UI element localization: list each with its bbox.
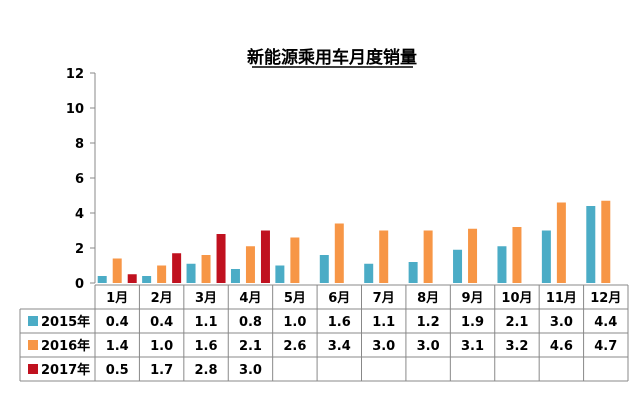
data-label: 1.9	[461, 315, 484, 330]
bar-2017年-2月	[172, 253, 182, 283]
data-table: 1月 2月 3月 4月 5月 6月 7月 8月 9月 10月 11月 12月 2015年 0.4 0.4 1.…	[19, 284, 629, 382]
data-label: 3.0	[550, 315, 573, 330]
data-label: 1.1	[195, 315, 218, 330]
bar-2015年-12月	[586, 206, 596, 283]
bar-2015年-6月	[319, 255, 329, 283]
bar-2016年-10月	[512, 227, 522, 283]
bar-2016年-8月	[423, 230, 433, 283]
x-tick-label: 7月	[373, 291, 395, 306]
bar-2015年-8月	[408, 262, 418, 283]
data-label: 3.2	[505, 339, 528, 354]
bar-2015年-3月	[186, 263, 196, 283]
y-tick-label: 8	[75, 137, 84, 152]
data-label: 2.6	[283, 339, 306, 354]
bar-2017年-1月	[127, 274, 137, 283]
bar-2016年-5月	[290, 237, 300, 283]
bar-2017年-3月	[216, 234, 226, 283]
plot-area: 0 2 4 6 8 10 12	[66, 67, 611, 292]
data-label: 3.1	[461, 339, 484, 354]
legend-label: 2016年	[41, 338, 90, 354]
data-label: 1.4	[106, 339, 129, 354]
x-tick-label: 1月	[106, 291, 128, 306]
bar-2016年-9月	[468, 228, 478, 283]
data-label: 4.4	[594, 315, 617, 330]
chart-title: 新能源乘用车月度销量	[247, 47, 417, 68]
y-tick-label: 4	[75, 207, 84, 222]
bar-2015年-4月	[230, 269, 240, 283]
legend-swatch-2015年	[28, 316, 38, 326]
bar-2016年-4月	[245, 246, 255, 283]
bar-2015年-9月	[453, 249, 463, 283]
bar-2016年-1月	[112, 258, 122, 283]
bar-2016年-3月	[201, 255, 211, 283]
bar-2015年-10月	[497, 246, 507, 283]
data-label: 1.2	[417, 315, 440, 330]
bar-2015年-1月	[97, 276, 107, 283]
bar-2016年-11月	[556, 202, 566, 283]
data-label: 1.6	[195, 339, 218, 354]
y-tick-label: 12	[66, 67, 84, 82]
data-label: 3.0	[372, 339, 395, 354]
data-label: 1.7	[150, 363, 173, 378]
x-tick-label: 8月	[417, 291, 439, 306]
data-label: 3.4	[328, 339, 351, 354]
legend-label: 2017年	[41, 362, 90, 378]
y-tick-label: 0	[75, 277, 84, 292]
bar-2016年-2月	[157, 265, 167, 283]
data-label: 3.0	[239, 363, 262, 378]
bar-2015年-11月	[541, 230, 551, 283]
x-tick-label: 11月	[546, 291, 577, 306]
data-label: 4.6	[550, 339, 573, 354]
data-label: 1.0	[283, 315, 306, 330]
data-label: 1.6	[328, 315, 351, 330]
data-label: 3.0	[417, 339, 440, 354]
bar-2015年-5月	[275, 265, 285, 283]
data-label: 0.4	[106, 315, 129, 330]
y-tick-label: 10	[66, 102, 84, 117]
x-tick-label: 5月	[284, 291, 306, 306]
bar-2017年-4月	[260, 230, 270, 283]
data-label: 2.1	[505, 315, 528, 330]
bar-2016年-7月	[379, 230, 389, 283]
data-label: 0.8	[239, 315, 262, 330]
data-label: 4.7	[594, 339, 617, 354]
y-tick-label: 6	[75, 172, 84, 187]
x-tick-label: 10月	[501, 291, 532, 306]
x-tick-label: 12月	[590, 291, 621, 306]
bar-2016年-6月	[334, 223, 344, 283]
x-tick-label: 6月	[328, 291, 350, 306]
bar-2016年-12月	[601, 200, 611, 283]
bar-2015年-2月	[142, 276, 152, 283]
x-tick-label: 4月	[239, 291, 261, 306]
y-tick-label: 2	[75, 242, 84, 257]
data-label: 1.1	[372, 315, 395, 330]
x-tick-label: 3月	[195, 291, 217, 306]
data-label: 0.4	[150, 315, 173, 330]
x-tick-label: 9月	[462, 291, 484, 306]
data-label: 0.5	[106, 363, 129, 378]
legend-label: 2015年	[41, 314, 90, 330]
legend-swatch-2016年	[28, 340, 38, 350]
x-tick-label: 2月	[151, 291, 173, 306]
legend-swatch-2017年	[28, 364, 38, 374]
data-label: 1.0	[150, 339, 173, 354]
bar-2015年-7月	[364, 263, 374, 283]
data-label: 2.1	[239, 339, 262, 354]
data-label: 2.8	[195, 363, 218, 378]
